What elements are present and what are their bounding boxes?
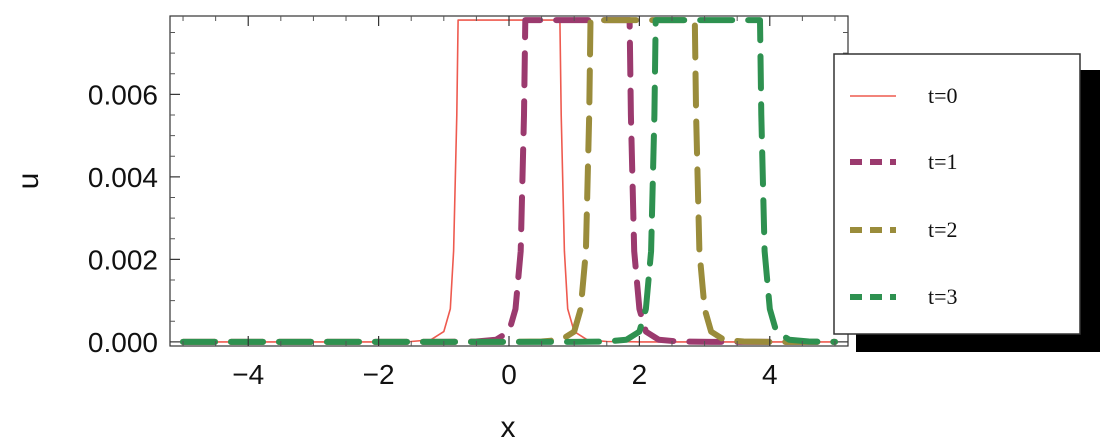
x-tick-label: −2 — [363, 359, 395, 390]
y-tick-label: 0.006 — [88, 79, 158, 110]
series-line-t1 — [180, 17, 838, 345]
legend-label-t0: t=0 — [928, 83, 958, 108]
series-line-t2 — [180, 17, 838, 345]
legend-label-t1: t=1 — [928, 149, 958, 174]
x-tick-label: 2 — [632, 359, 648, 390]
legend: t=0 t=1 t=2 t=3 — [833, 53, 1100, 352]
y-tick-label: 0.002 — [88, 244, 158, 275]
legend-label-t2: t=2 — [928, 217, 958, 242]
y-axis-label: u — [12, 173, 45, 190]
plot-frame — [169, 15, 849, 347]
y-tick-label: 0.000 — [88, 327, 158, 358]
y-tick-label: 0.004 — [88, 162, 158, 193]
x-tick-label: 0 — [501, 359, 517, 390]
series-line-t3 — [180, 17, 838, 345]
series-line-t0 — [182, 19, 836, 343]
x-tick-label: 4 — [762, 359, 778, 390]
legend-box — [833, 53, 1081, 335]
x-axis-label: x — [501, 411, 516, 443]
legend-label-t3: t=3 — [928, 284, 958, 309]
x-tick-label: −4 — [232, 359, 264, 390]
